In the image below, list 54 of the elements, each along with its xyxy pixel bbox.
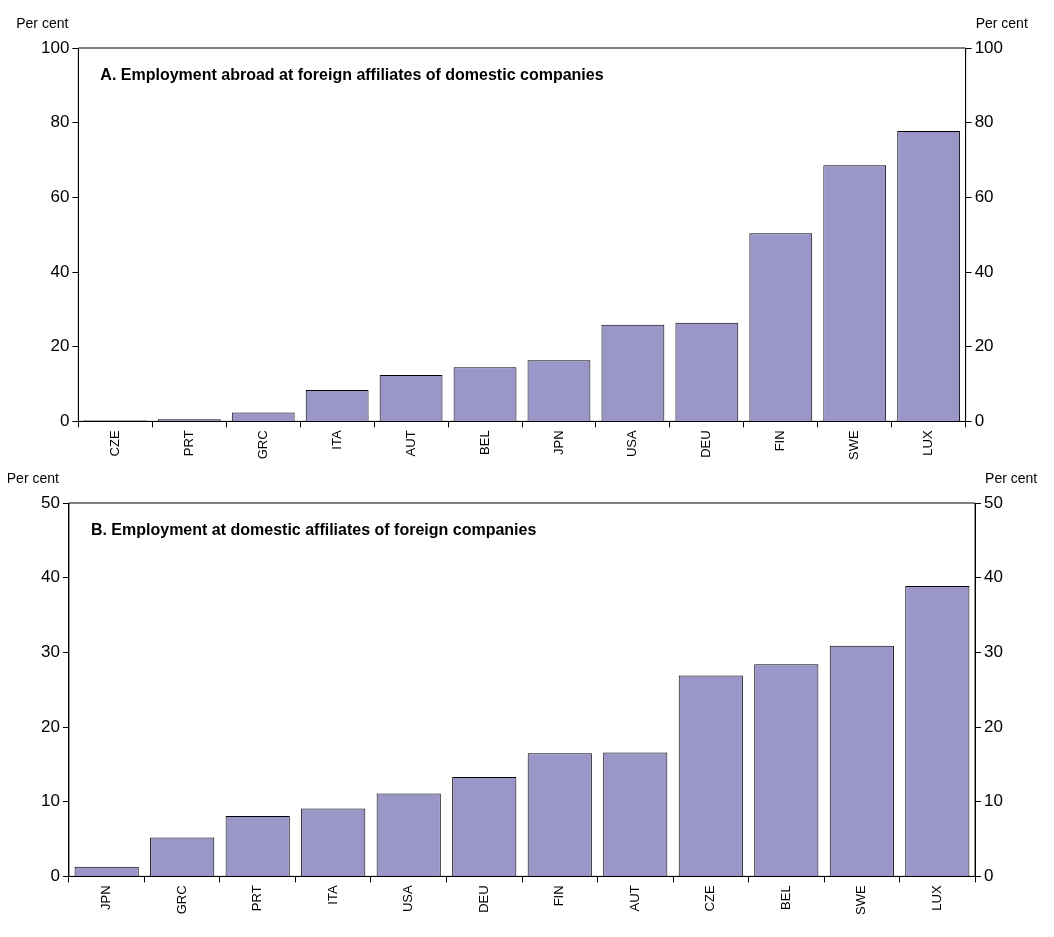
x-tick-label: AUT [402, 430, 418, 457]
x-tick-label: SWE [853, 885, 869, 916]
y-tick-label: 80 [50, 112, 70, 132]
x-tick-label: PRT [249, 885, 265, 912]
y2-tick-label: 30 [984, 642, 1004, 662]
x-tick-label: DEU [698, 430, 714, 458]
x-tick-label: JPN [550, 430, 566, 455]
y-axis-title: Per cent [16, 15, 69, 31]
y-tick-label: 40 [40, 567, 60, 587]
y2-tick-label: 50 [984, 492, 1004, 512]
x-tick-label: AUT [626, 885, 642, 912]
y-tick-label: 0 [50, 866, 60, 886]
x-tick-label: GRC [173, 885, 189, 915]
x-tick-label: SWE [846, 430, 862, 461]
x-tick-label: ITA [324, 885, 340, 905]
x-tick-label: PRT [180, 430, 196, 457]
y2-axis-title: Per cent [985, 470, 1038, 486]
x-tick-label: FIN [551, 885, 567, 907]
y-tick-label: 0 [59, 411, 70, 431]
x-tick-label: DEU [475, 885, 491, 913]
x-tick-label: BEL [476, 430, 492, 455]
y2-tick-label: 20 [974, 336, 994, 356]
x-tick-label: GRC [254, 430, 270, 460]
y-tick-label: 20 [40, 716, 60, 736]
x-tick-label: ITA [328, 430, 344, 450]
x-tick-label: LUX [928, 885, 944, 911]
y2-axis-title: Per cent [975, 15, 1028, 31]
x-tick-label: FIN [772, 430, 788, 452]
y-tick-label: 60 [50, 187, 70, 207]
x-tick-label: USA [400, 885, 416, 913]
y-axis-title: Per cent [6, 470, 60, 486]
text: A. Employment abroad at foreign affiliates of domestic companies [100, 66, 604, 83]
x-tick-label: LUX [920, 430, 936, 456]
y-tick-label: 50 [40, 492, 60, 512]
y2-tick-label: 0 [984, 866, 994, 886]
y2-tick-label: 10 [984, 791, 1004, 811]
y2-tick-label: 40 [984, 567, 1004, 587]
x-tick-label: CZE [702, 885, 718, 912]
y-tick-label: 30 [40, 642, 60, 662]
x-tick-label: JPN [98, 885, 114, 910]
x-tick-label: BEL [777, 885, 793, 910]
y-tick-label: 10 [40, 791, 60, 811]
y-tick-label: 20 [50, 336, 70, 356]
y2-tick-label: 0 [974, 411, 985, 431]
y-tick-label: 40 [50, 261, 70, 281]
y-tick-label: 100 [40, 37, 70, 57]
y2-tick-label: 100 [974, 37, 1004, 57]
y2-tick-label: 20 [984, 716, 1004, 736]
y2-tick-label: 60 [974, 187, 994, 207]
x-tick-label: USA [624, 430, 640, 458]
y2-tick-label: 80 [974, 112, 994, 132]
x-tick-label: CZE [106, 430, 122, 457]
text: B. Employment at domestic affiliates of foreign companies [90, 521, 537, 538]
y2-tick-label: 40 [974, 261, 994, 281]
